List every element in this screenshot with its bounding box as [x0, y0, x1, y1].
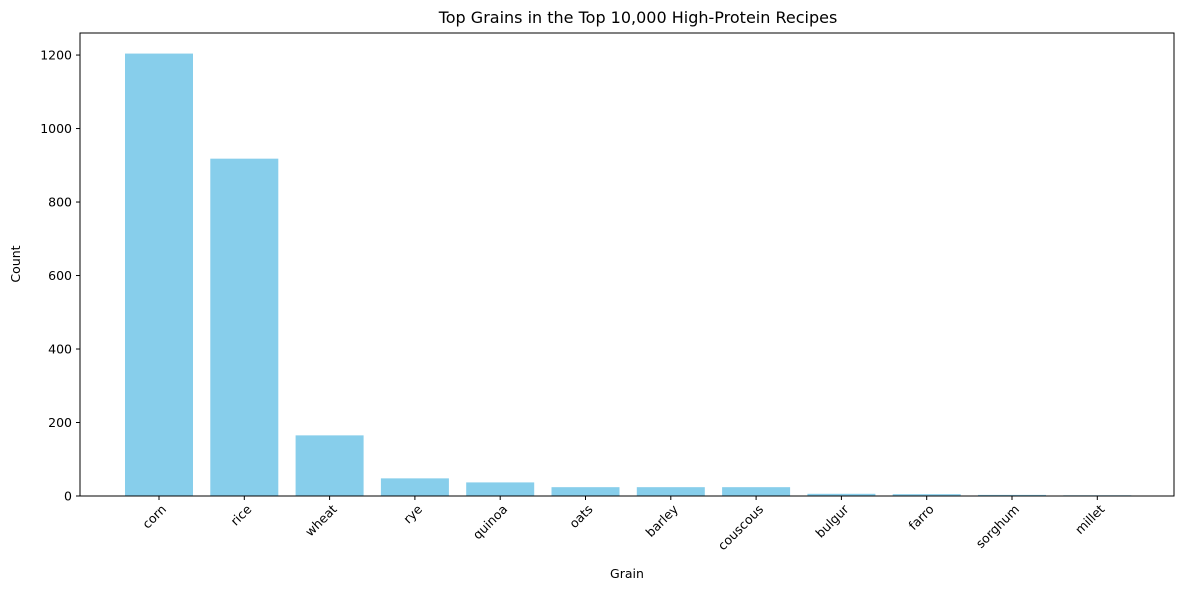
- bar-couscous: [722, 487, 791, 496]
- bar-sorghum: [978, 494, 1046, 496]
- x-tick-label-couscous: couscous: [715, 502, 767, 554]
- y-tick-label-0: 0: [64, 489, 72, 504]
- bar-farro: [892, 494, 961, 496]
- bar-quinoa: [466, 482, 535, 496]
- x-tick-label-rye: rye: [400, 501, 425, 526]
- y-tick-label-400: 400: [48, 342, 72, 357]
- bar-rice: [210, 158, 279, 497]
- x-tick-label-rice: rice: [227, 501, 254, 528]
- x-tick-label-farro: farro: [905, 502, 936, 533]
- bar-bulgur: [807, 493, 876, 496]
- plot-frame: [79, 32, 1175, 497]
- x-tick-label-bulgur: bulgur: [812, 501, 852, 541]
- y-tick-label-1200: 1200: [40, 48, 72, 63]
- y-tick-label-800: 800: [48, 195, 72, 210]
- x-tick-label-sorghum: sorghum: [973, 502, 1023, 552]
- y-axis: 0 200 400 600 800 1000 1200: [40, 48, 80, 504]
- x-tick-label-barley: barley: [643, 501, 682, 540]
- y-tick-label-600: 600: [48, 268, 72, 283]
- bar-wheat: [295, 435, 364, 496]
- bar-oats: [551, 487, 620, 496]
- x-tick-label-quinoa: quinoa: [470, 502, 511, 543]
- bar-rye: [380, 478, 449, 496]
- bar-barley: [636, 487, 705, 496]
- x-axis: corn rice wheat rye quinoa oats barley couscous…: [139, 496, 1107, 553]
- x-axis-label: Grain: [610, 566, 644, 581]
- x-tick-label-corn: corn: [139, 502, 169, 532]
- y-tick-label-1000: 1000: [40, 121, 72, 136]
- y-tick-label-200: 200: [48, 415, 72, 430]
- x-tick-label-oats: oats: [566, 502, 596, 532]
- y-axis-label: Count: [8, 245, 23, 282]
- x-tick-label-wheat: wheat: [302, 501, 340, 539]
- bars-group: [125, 53, 1132, 497]
- chart-title: Top Grains in the Top 10,000 High-Protei…: [438, 8, 838, 27]
- bar-corn: [125, 53, 193, 496]
- x-tick-label-millet: millet: [1072, 501, 1108, 537]
